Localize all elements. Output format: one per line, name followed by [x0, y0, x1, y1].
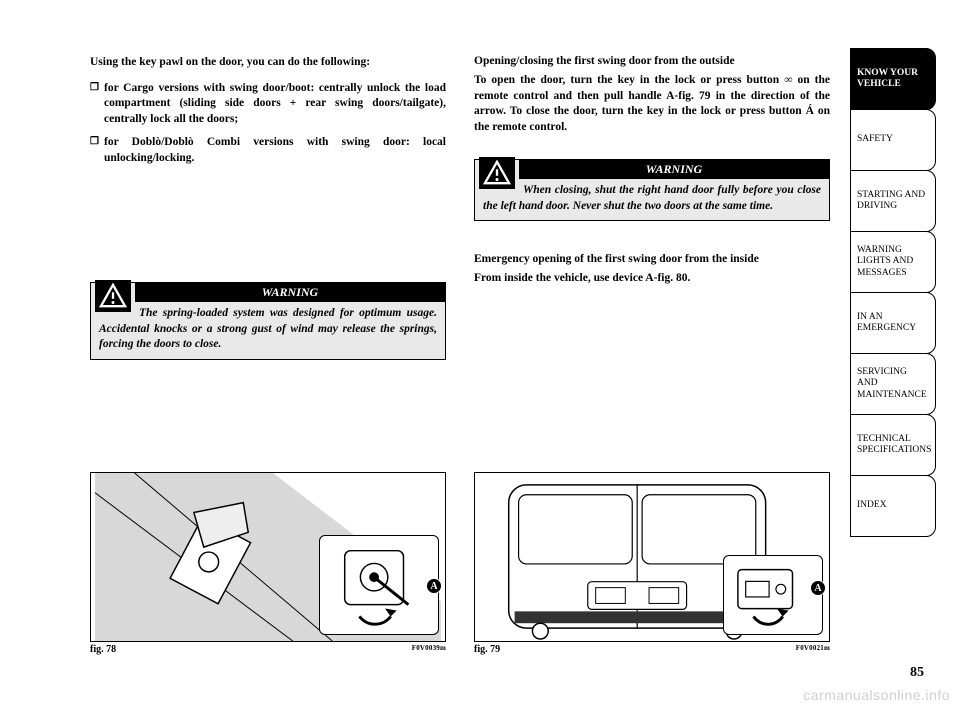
warning-triangle-icon — [479, 157, 515, 189]
tab-technical-specs[interactable]: TECHNICAL SPECIFICATIONS — [850, 414, 936, 476]
warning-text: The spring-loaded system was designed fo… — [99, 306, 437, 353]
warning-text: When closing, shut the right hand door f… — [483, 183, 821, 214]
page-content: Using the key pawl on the door, you can … — [90, 55, 830, 655]
figure-caption-row: fig. 79 F0V0021m — [474, 644, 830, 655]
warning-body: The spring-loaded system was designed fo… — [91, 302, 445, 359]
subheading: Opening/closing the first swing door fro… — [474, 55, 830, 67]
tab-emergency[interactable]: IN AN EMERGENCY — [850, 292, 936, 354]
figure-label: fig. 78 — [90, 644, 116, 655]
tab-warning-lights[interactable]: WARNING LIGHTS AND MESSAGES — [850, 231, 936, 293]
tab-index[interactable]: INDEX — [850, 475, 936, 537]
left-column: Using the key pawl on the door, you can … — [90, 55, 446, 655]
warning-box: WARNING The spring-loaded system was des… — [90, 282, 446, 360]
figure-79: A — [474, 472, 830, 642]
fig78-inset: A — [319, 535, 439, 635]
page-number: 85 — [910, 665, 924, 681]
warning-body: When closing, shut the right hand door f… — [475, 179, 829, 220]
right-column: Opening/closing the first swing door fro… — [474, 55, 830, 655]
subheading: Emergency opening of the first swing doo… — [474, 253, 830, 265]
paragraph: From inside the vehicle, use device A-fi… — [474, 271, 830, 287]
figure-label: fig. 79 — [474, 644, 500, 655]
paragraph: To open the door, turn the key in the lo… — [474, 73, 830, 135]
watermark: carmanualsonline.info — [803, 687, 950, 703]
tab-servicing[interactable]: SERVICING AND MAINTENANCE — [850, 353, 936, 415]
warning-title: WARNING — [519, 160, 829, 179]
section-tabs: KNOW YOUR VEHICLE SAFETY STARTING AND DR… — [850, 48, 936, 536]
figure-code: F0V0039m — [412, 644, 446, 655]
list-item: for Cargo versions with swing door/boot:… — [90, 81, 446, 128]
figure-78: A — [90, 472, 446, 642]
list-item: for Doblò/Doblò Combi versions with swin… — [90, 135, 446, 166]
warning-triangle-icon — [95, 280, 131, 312]
tab-safety[interactable]: SAFETY — [850, 109, 936, 171]
fig79-inset: A — [723, 555, 823, 635]
callout-a: A — [810, 580, 826, 596]
figure-caption-row: fig. 78 F0V0039m — [90, 644, 446, 655]
warning-title: WARNING — [135, 283, 445, 302]
tab-know-your-vehicle[interactable]: KNOW YOUR VEHICLE — [850, 48, 936, 110]
tab-starting-driving[interactable]: STARTING AND DRIVING — [850, 170, 936, 232]
figure-code: F0V0021m — [796, 644, 830, 655]
bullet-list: for Cargo versions with swing door/boot:… — [90, 81, 446, 175]
warning-box: WARNING When closing, shut the right han… — [474, 159, 830, 221]
intro-text: Using the key pawl on the door, you can … — [90, 55, 446, 71]
callout-a: A — [426, 578, 442, 594]
